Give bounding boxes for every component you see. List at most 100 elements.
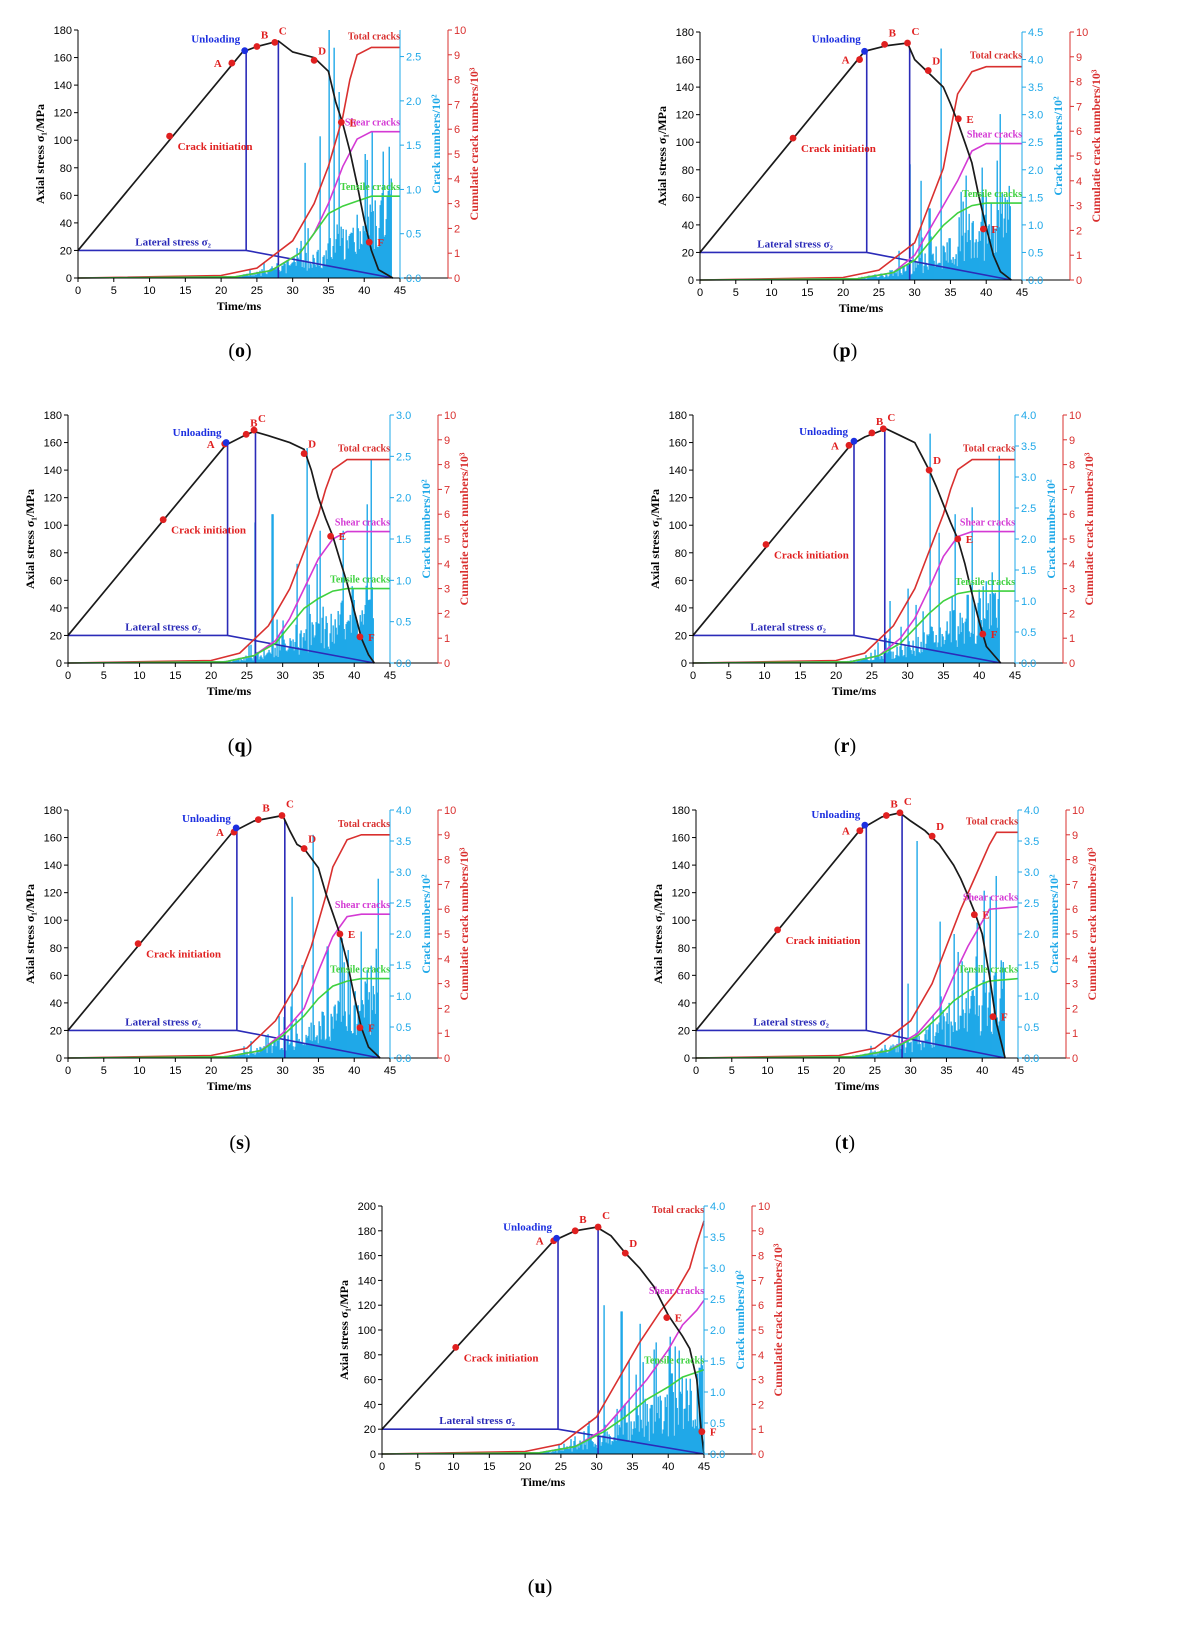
lateral-stress-label: Lateral stress σ₂	[125, 1016, 201, 1028]
crack-bar	[257, 1049, 259, 1058]
crack-bar	[245, 275, 247, 278]
crack-bar	[888, 1050, 890, 1058]
crack-bar	[950, 1021, 952, 1058]
crack-bar	[281, 1048, 283, 1058]
x-tick-label: 15	[169, 670, 181, 682]
crack-bar	[859, 278, 861, 280]
crack-bar	[328, 1036, 330, 1058]
crack-bar	[261, 1048, 263, 1058]
point-label: A	[216, 827, 224, 839]
crack-bar	[930, 236, 932, 280]
y-tick-label: 80	[675, 548, 687, 560]
crack-bar	[924, 1034, 926, 1058]
crack-bar	[660, 1400, 662, 1454]
crack-bar	[941, 1029, 943, 1058]
cumulative-tick-label: 10	[1076, 27, 1088, 39]
cumulative-tick-label: 3	[1076, 201, 1082, 213]
crack-bar	[966, 242, 968, 280]
crack-bar	[334, 619, 336, 663]
crack-bar	[550, 1452, 552, 1454]
cumulative-tick-label: 7	[1069, 484, 1075, 496]
crack-bar	[941, 268, 943, 280]
crack-bar	[344, 1011, 346, 1058]
crack-bar	[578, 1447, 580, 1454]
x-tick-label: 40	[358, 285, 370, 297]
crack-bar	[982, 980, 984, 1058]
crack-bar	[319, 1026, 321, 1058]
cumulative-tick-label: 4	[454, 174, 460, 186]
crack-bar	[274, 268, 276, 278]
crack-bar	[367, 600, 369, 663]
x-tick-label: 30	[287, 285, 299, 297]
x-tick-label: 0	[65, 670, 71, 682]
chart-panel-q: 0 5 10 15 20 25 30 35 40 45 Time/ms 0 20 40 60 80 100 120…	[0, 395, 560, 735]
crack-bar	[673, 1435, 675, 1454]
crack-bar	[932, 631, 934, 663]
crack-tick-label: 1.5	[1028, 192, 1043, 204]
crack-bar	[269, 652, 271, 663]
crack-bar	[337, 1000, 339, 1058]
crack-tick-label: 2.0	[1024, 929, 1039, 941]
crack-bar	[355, 617, 357, 663]
crack-bars	[207, 448, 374, 663]
crack-bar	[979, 1035, 981, 1058]
crack-bar	[283, 262, 285, 278]
crack-bar	[315, 622, 317, 663]
chart-panel-s: 0 5 10 15 20 25 30 35 40 45 Time/ms 0 20 40 60 80 100 120…	[0, 790, 560, 1130]
point-label: F	[1001, 1012, 1008, 1024]
crack-bar	[942, 636, 944, 663]
crack-bar	[335, 239, 337, 278]
crack-bar	[282, 1049, 284, 1058]
crack-bar	[295, 624, 297, 663]
crack-bar	[239, 1054, 241, 1058]
crack-bar	[869, 660, 871, 663]
crack-bar	[925, 1029, 927, 1058]
crack-bar	[340, 602, 342, 663]
crack-bars	[518, 1305, 703, 1454]
crack-bar	[619, 1427, 621, 1454]
total-cracks-label: Total cracks	[338, 444, 390, 455]
crack-bar	[579, 1440, 581, 1454]
x-tick-label: 45	[698, 1461, 710, 1473]
crack-bar	[250, 1041, 252, 1058]
x-tick-label: 20	[833, 1065, 845, 1077]
crack-bar	[879, 276, 881, 280]
point-label: E	[982, 910, 989, 922]
crack-bar	[257, 653, 259, 663]
crack-bar	[910, 1041, 912, 1058]
crack-bar	[307, 652, 309, 663]
cumulative-tick-label: 8	[1069, 460, 1075, 472]
point-c	[594, 1223, 602, 1231]
cumulative-tick-label: 3	[758, 1375, 764, 1387]
x-tick-label: 15	[179, 285, 191, 297]
crack-bar	[279, 271, 281, 278]
point-label: B	[890, 799, 898, 811]
point-label: F	[991, 224, 998, 236]
crack-bar	[327, 946, 329, 1058]
crack-bar	[329, 238, 331, 278]
crack-bar	[271, 266, 273, 278]
crack-bar	[967, 230, 969, 280]
x-tick-label: 15	[794, 670, 806, 682]
crack-bar	[276, 1040, 278, 1058]
y-tick-label: 60	[60, 190, 72, 202]
crack-bar	[870, 1045, 872, 1058]
crack-bar	[332, 245, 334, 278]
crack-bar	[260, 275, 262, 278]
x-tick-label: 0	[693, 1065, 699, 1077]
crack-bar	[356, 620, 358, 663]
axial-stress-line	[67, 430, 375, 664]
crack-bar	[964, 621, 966, 663]
crack-bar	[992, 593, 994, 663]
cumulative-tick-label: 4	[1076, 176, 1082, 188]
crack-bar	[247, 275, 249, 278]
crack-bar	[923, 632, 925, 663]
crack-bar	[866, 278, 868, 280]
tensile-cracks-label: Tensile cracks	[340, 182, 400, 193]
crack-bar	[612, 1441, 614, 1454]
cumulative-tick-label: 1	[444, 1028, 450, 1040]
crack-bar	[697, 1428, 699, 1454]
crack-tick-label: 0.5	[1021, 627, 1036, 639]
cumulative-tick-label: 2	[1072, 1003, 1078, 1015]
crack-bar	[904, 1052, 906, 1058]
